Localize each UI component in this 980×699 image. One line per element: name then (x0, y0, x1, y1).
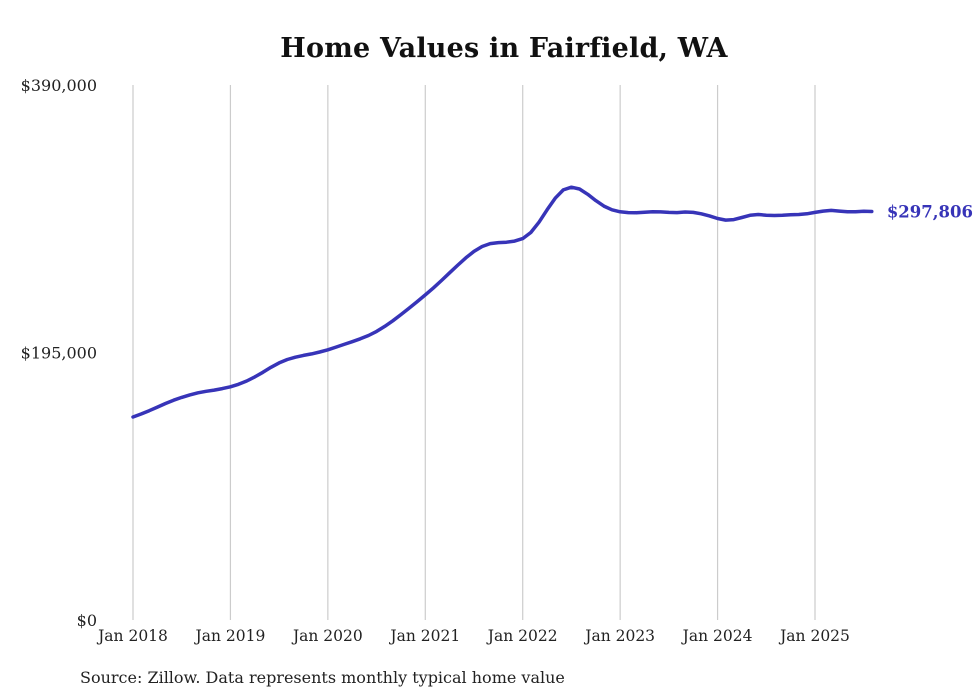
x-tick-label: Jan 2024 (681, 627, 753, 645)
y-tick-label: $390,000 (21, 76, 97, 95)
value-line (131, 185, 874, 419)
end-value-label: $297,806 (887, 202, 973, 221)
x-tick-label: Jan 2019 (194, 627, 266, 645)
source-note: Source: Zillow. Data represents monthly … (80, 668, 565, 687)
x-tick-label: Jan 2023 (583, 627, 655, 645)
y-tick-label: $0 (77, 611, 97, 630)
x-tick-label: Jan 2021 (388, 627, 460, 645)
x-tick-label: Jan 2025 (778, 627, 850, 645)
y-tick-label: $195,000 (21, 344, 97, 363)
x-tick-label: Jan 2022 (486, 627, 558, 645)
x-tick-label: Jan 2020 (291, 627, 363, 645)
chart-title: Home Values in Fairfield, WA (280, 33, 728, 64)
x-tick-label: Jan 2018 (96, 627, 168, 645)
